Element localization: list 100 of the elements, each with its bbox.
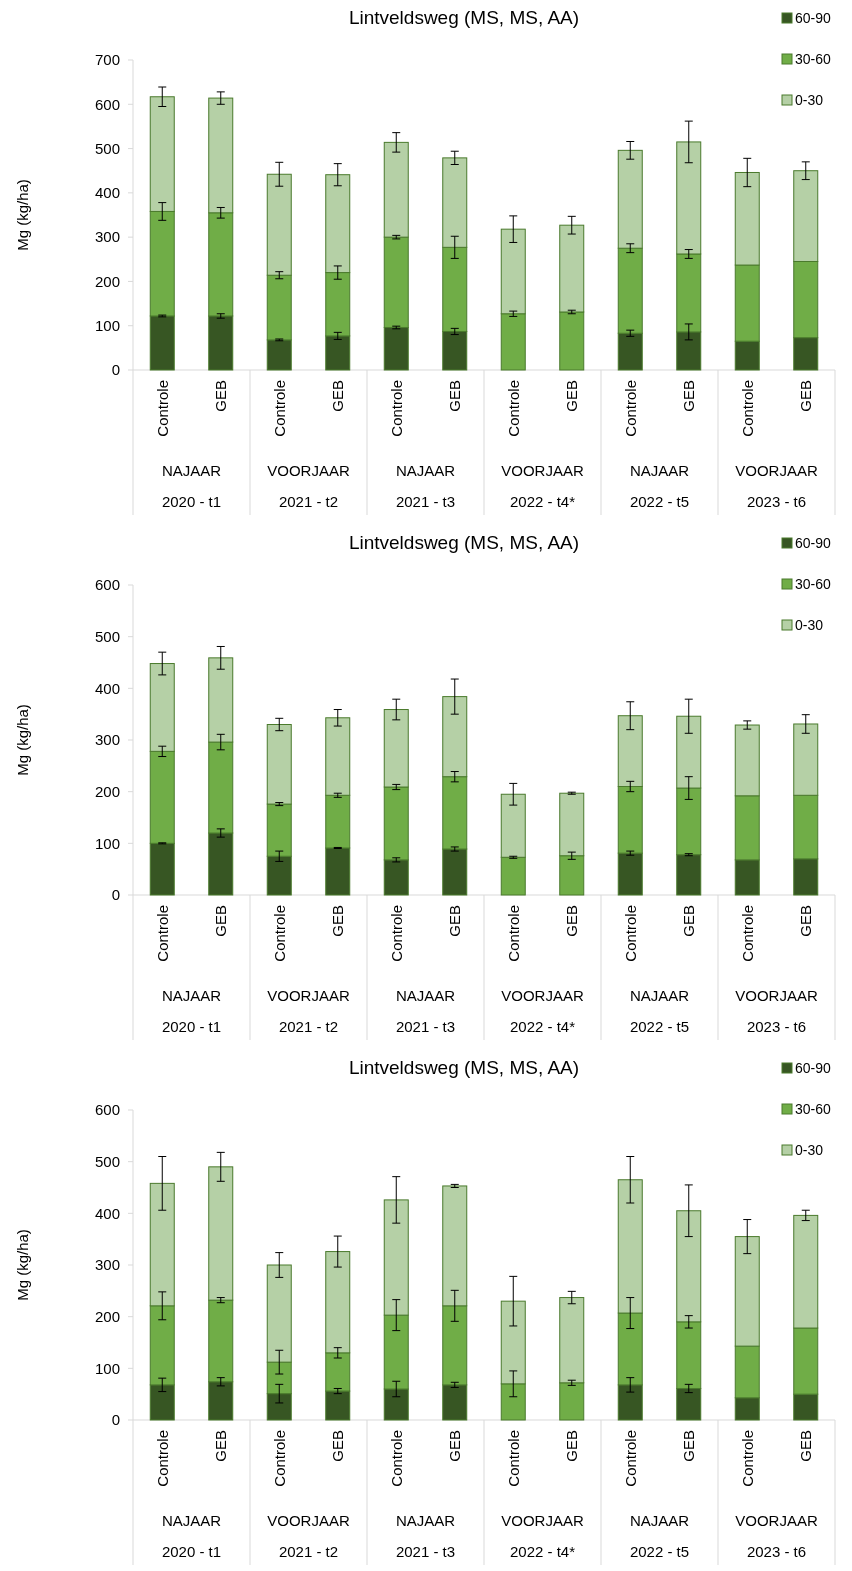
- x-tick-label: GEB: [329, 1430, 346, 1462]
- text: NAJAAR: [161, 987, 222, 1004]
- y-axis-title: Mg (kg/ha): [14, 179, 31, 251]
- text: VOORJAAR: [501, 987, 584, 1004]
- x-tick-label: Controle: [738, 905, 756, 962]
- text: 2021 - t3: [395, 1018, 456, 1035]
- text: NAJAAR: [629, 1512, 690, 1529]
- x-tick-label: GEB: [563, 905, 580, 937]
- x-tick-label: Controle: [738, 1430, 756, 1487]
- x-tick-label: GEB: [212, 1430, 229, 1462]
- y-tick-label: 100: [94, 1359, 120, 1377]
- x-tick-label: GEB: [446, 905, 463, 937]
- legend-label: 60-90: [795, 9, 832, 26]
- y-axis-title: Mg (kg/ha): [14, 1229, 31, 1301]
- y-tick-label: 200: [94, 782, 120, 800]
- y-tick-label: 700: [94, 51, 120, 69]
- x-tick-label: Controle: [738, 380, 756, 437]
- y-tick-label: 300: [94, 1256, 120, 1274]
- text: 2022 - t5: [629, 493, 690, 510]
- text: 2021 - t3: [395, 1543, 456, 1560]
- y-tick-label: 600: [94, 1101, 120, 1119]
- text: NAJAAR: [395, 462, 456, 479]
- y-axis-title: Mg (kg/ha): [14, 704, 31, 776]
- legend-label: 30-60: [795, 1100, 832, 1117]
- text: 2022 - t4*: [509, 1018, 576, 1035]
- text: 2020 - t1: [161, 1018, 222, 1035]
- y-tick-label: 400: [94, 184, 120, 202]
- y-tick-label: 100: [94, 834, 120, 852]
- text: NAJAAR: [161, 462, 222, 479]
- text: VOORJAAR: [501, 1512, 584, 1529]
- chart-title: Lintveldsweg (MS, MS, AA): [348, 1057, 580, 1078]
- legend-label: 60-90: [795, 1059, 832, 1076]
- text: VOORJAAR: [735, 1512, 818, 1529]
- x-tick-label: Controle: [387, 380, 405, 437]
- y-tick-label: 400: [94, 679, 120, 697]
- text: VOORJAAR: [501, 462, 584, 479]
- x-tick-label: GEB: [446, 380, 463, 412]
- text: 2022 - t5: [629, 1018, 690, 1035]
- x-tick-label: GEB: [680, 905, 697, 937]
- x-tick-label: GEB: [446, 1430, 463, 1462]
- text: 2021 - t2: [278, 1543, 339, 1560]
- text: NAJAAR: [161, 1512, 222, 1529]
- x-tick-label: GEB: [329, 380, 346, 412]
- x-tick-label: Controle: [387, 905, 405, 962]
- x-tick-label: Controle: [270, 380, 288, 437]
- text: VOORJAAR: [735, 987, 818, 1004]
- x-tick-label: GEB: [212, 380, 229, 412]
- x-tick-label: GEB: [680, 1430, 697, 1462]
- y-tick-label: 0: [111, 361, 120, 379]
- legend-label: 60-90: [795, 534, 832, 551]
- x-tick-label: Controle: [387, 1430, 405, 1487]
- x-tick-label: Controle: [270, 1430, 288, 1487]
- legend-label: 0-30: [795, 91, 824, 108]
- text: 2021 - t2: [278, 493, 339, 510]
- x-tick-label: Controle: [621, 1430, 639, 1487]
- x-tick-label: Controle: [621, 905, 639, 962]
- chart-title: Lintveldsweg (MS, MS, AA): [348, 532, 580, 553]
- x-tick-label: GEB: [563, 1430, 580, 1462]
- text: 2021 - t3: [395, 493, 456, 510]
- y-tick-label: 200: [94, 1307, 120, 1325]
- text: VOORJAAR: [267, 1512, 350, 1529]
- text: 2023 - t6: [746, 1543, 807, 1560]
- text: 2023 - t6: [746, 1018, 807, 1035]
- text: 2020 - t1: [161, 1543, 222, 1560]
- x-tick-label: Controle: [504, 905, 522, 962]
- x-tick-label: GEB: [212, 905, 229, 937]
- x-tick-label: Controle: [504, 380, 522, 437]
- chart-title: Lintveldsweg (MS, MS, AA): [348, 7, 580, 28]
- y-tick-label: 300: [94, 731, 120, 749]
- y-tick-label: 500: [94, 627, 120, 645]
- x-tick-label: Controle: [153, 905, 171, 962]
- text: 2022 - t4*: [509, 493, 576, 510]
- x-tick-label: GEB: [797, 905, 814, 937]
- x-tick-label: GEB: [797, 380, 814, 412]
- text: NAJAAR: [629, 987, 690, 1004]
- text: VOORJAAR: [267, 462, 350, 479]
- text: VOORJAAR: [267, 987, 350, 1004]
- y-tick-label: 300: [94, 228, 120, 246]
- x-tick-label: Controle: [504, 1430, 522, 1487]
- x-tick-label: Controle: [270, 905, 288, 962]
- text: NAJAAR: [629, 462, 690, 479]
- y-tick-label: 500: [94, 139, 120, 157]
- text: 2023 - t6: [746, 493, 807, 510]
- y-tick-label: 0: [111, 1411, 120, 1429]
- text: 2020 - t1: [161, 493, 222, 510]
- x-tick-label: Controle: [153, 380, 171, 437]
- text: 2022 - t5: [629, 1543, 690, 1560]
- legend-label: 30-60: [795, 575, 832, 592]
- x-tick-label: GEB: [797, 1430, 814, 1462]
- legend-label: 0-30: [795, 1141, 824, 1158]
- text: NAJAAR: [395, 1512, 456, 1529]
- y-tick-label: 400: [94, 1204, 120, 1222]
- y-tick-label: 0: [111, 886, 120, 904]
- y-tick-label: 500: [94, 1152, 120, 1170]
- text: 2022 - t4*: [509, 1543, 576, 1560]
- text: VOORJAAR: [735, 462, 818, 479]
- y-tick-label: 600: [94, 95, 120, 113]
- y-tick-label: 100: [94, 316, 120, 334]
- y-tick-label: 200: [94, 272, 120, 290]
- x-tick-label: Controle: [153, 1430, 171, 1487]
